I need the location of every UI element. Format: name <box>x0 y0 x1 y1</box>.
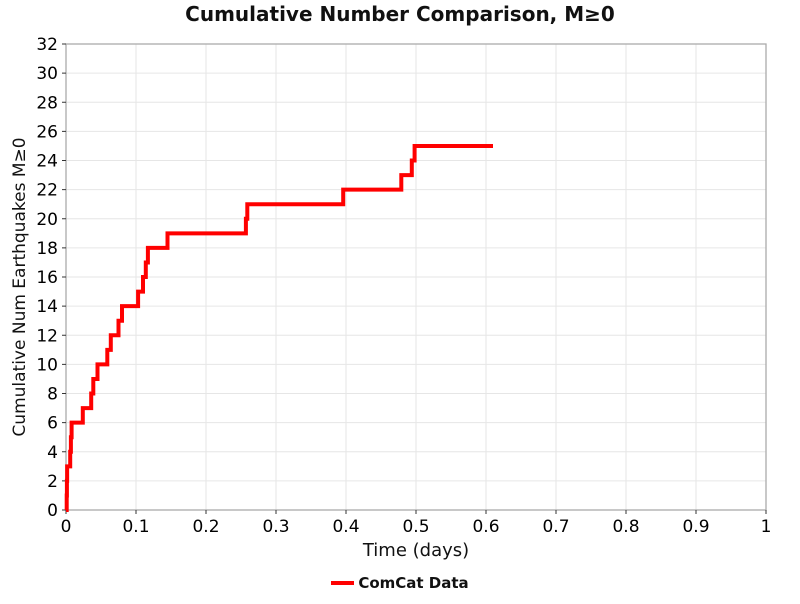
x-axis-label: Time (days) <box>362 540 470 561</box>
x-tick-label: 0.4 <box>332 517 359 537</box>
y-axis-label: Cumulative Num Earthquakes M≥0 <box>10 137 30 437</box>
x-tick-label: 0.5 <box>402 517 429 537</box>
y-tick-label: 32 <box>36 35 58 55</box>
y-tick-label: 20 <box>36 210 58 230</box>
data-line-comcat-data <box>64 143 493 512</box>
legend-label: ComCat Data <box>358 574 469 592</box>
legend-line-swatch <box>331 581 355 585</box>
chart-title: Cumulative Number Comparison, M≥0 <box>185 2 615 26</box>
y-tick-label: 12 <box>36 326 58 346</box>
x-tick-label: 0.3 <box>262 517 289 537</box>
y-tick-label: 14 <box>36 297 58 317</box>
x-tick-label: 0.8 <box>612 517 639 537</box>
y-tick-label: 8 <box>47 385 58 405</box>
y-tick-label: 22 <box>36 181 58 201</box>
y-tick-label: 6 <box>47 414 58 434</box>
y-tick-label: 30 <box>36 64 58 84</box>
x-tick-label: 0.2 <box>192 517 219 537</box>
y-tick-label: 28 <box>36 93 58 113</box>
y-tick-label: 10 <box>36 355 58 375</box>
x-tick-label: 0.9 <box>682 517 709 537</box>
legend: ComCat Data <box>0 574 800 592</box>
x-tick-label: 1 <box>761 517 772 537</box>
y-tick-label: 0 <box>47 501 58 521</box>
y-tick-label: 4 <box>47 443 58 463</box>
y-tick-label: 26 <box>36 122 58 142</box>
x-tick-label: 0 <box>61 517 72 537</box>
x-tick-label: 0.7 <box>542 517 569 537</box>
x-tick-label: 0.1 <box>122 517 149 537</box>
y-tick-label: 18 <box>36 239 58 259</box>
x-tick-label: 0.6 <box>472 517 499 537</box>
y-tick-label: 24 <box>36 152 58 172</box>
y-tick-label: 16 <box>36 268 58 288</box>
y-tick-label: 2 <box>47 472 58 492</box>
